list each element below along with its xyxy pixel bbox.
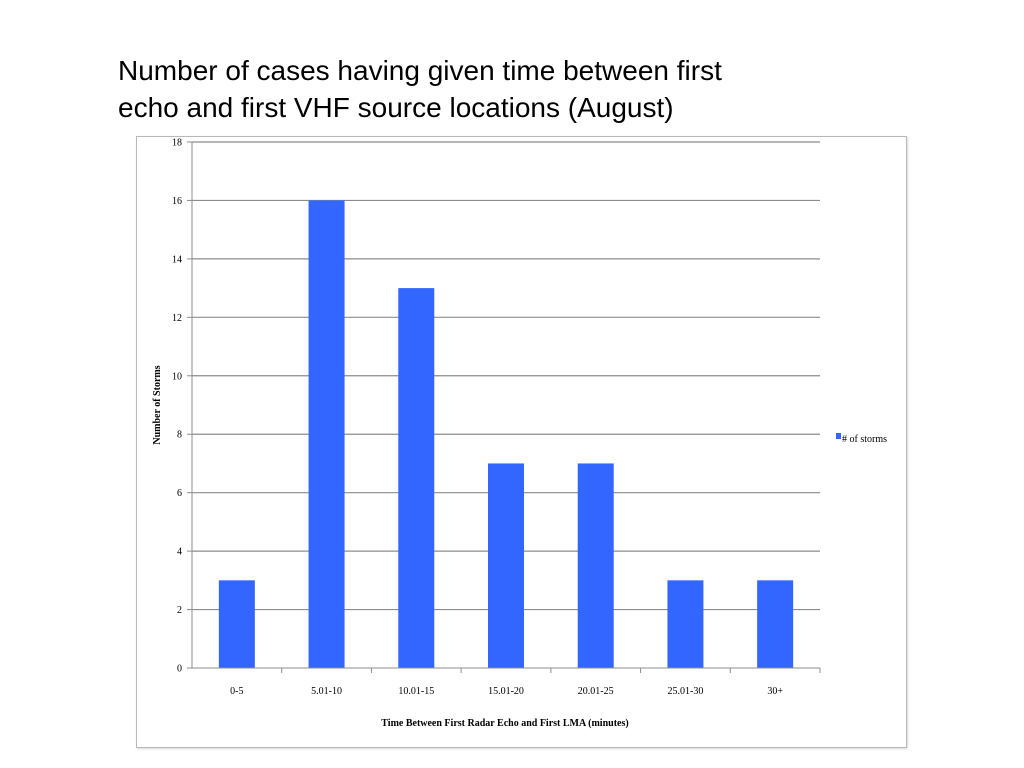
bar-0-5 <box>218 580 255 668</box>
x-tick-label: 25.01-30 <box>668 686 704 697</box>
legend: # of storms <box>836 433 887 445</box>
x-tick-label: 15.01-20 <box>488 686 524 697</box>
y-tick-label: 10 <box>172 371 182 382</box>
x-tick-labels: 0-5 5.01-10 10.01-15 15.01-20 20.01-25 25.01-… <box>230 668 821 697</box>
bar-20.01-25 <box>577 463 614 668</box>
bar-15.01-20 <box>488 463 524 668</box>
legend-swatch <box>836 433 841 439</box>
x-axis-title: Time Between First Radar Echo and First … <box>381 718 628 729</box>
bar-30+ <box>757 580 794 668</box>
slide-title: Number of cases having given time betwee… <box>118 52 918 126</box>
y-tick-label: 14 <box>172 254 182 265</box>
x-tick-label: 5.01-10 <box>311 686 342 697</box>
y-tick-label: 8 <box>177 430 182 441</box>
bar-25.01-30 <box>667 580 704 668</box>
y-axis-title: Number of Storms <box>152 365 163 444</box>
y-tick-label: 18 <box>172 138 182 149</box>
x-tick-label: 0-5 <box>230 686 243 697</box>
x-tick-label: 20.01-25 <box>578 686 614 697</box>
y-tick-label: 12 <box>172 313 182 324</box>
x-tick-label: 30+ <box>767 686 783 697</box>
bars <box>218 200 794 668</box>
y-tick-label: 6 <box>177 488 182 499</box>
y-tick-labels: 0 2 4 6 8 10 12 14 16 18 <box>172 138 182 675</box>
slide-title-line-2: echo and first VHF source locations (Aug… <box>118 92 674 123</box>
x-tick-label: 10.01-15 <box>398 686 434 697</box>
y-tick-label: 0 <box>177 664 182 675</box>
legend-label: # of storms <box>842 434 887 445</box>
y-tick-label: 16 <box>172 196 182 207</box>
y-tick-label: 4 <box>177 547 182 558</box>
bar-10.01-15 <box>398 288 435 668</box>
y-tick-label: 2 <box>177 605 182 616</box>
bar-5.01-10 <box>308 200 345 668</box>
slide-title-line-1: Number of cases having given time betwee… <box>118 55 722 86</box>
